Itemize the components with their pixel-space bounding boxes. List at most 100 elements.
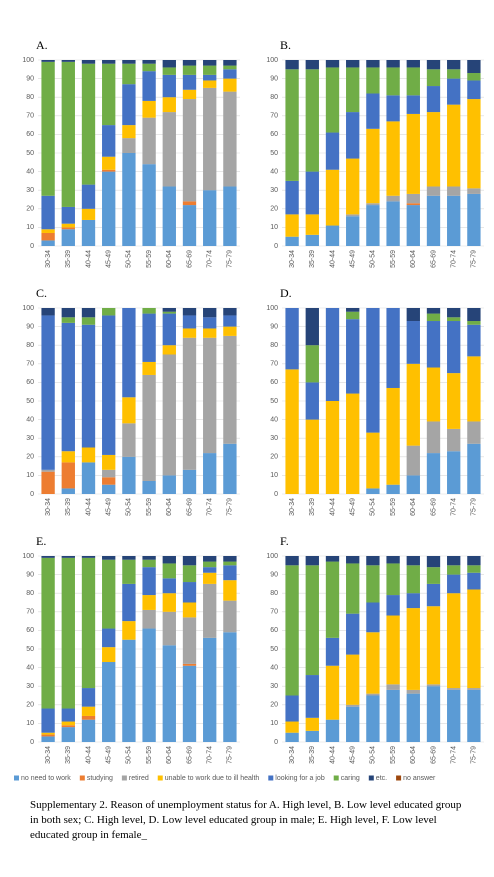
bar-segment: [426, 684, 441, 687]
y-tick-label: 60: [270, 627, 278, 634]
y-tick-label: 40: [270, 664, 278, 671]
bar-segment: [467, 308, 481, 322]
x-tick-label: 65-69: [430, 250, 437, 268]
bar-segment: [102, 647, 116, 663]
bar-segment: [203, 583, 217, 638]
y-tick-label: 0: [30, 243, 34, 250]
bar-segment: [122, 456, 136, 494]
bar-segment: [366, 693, 380, 696]
y-tick-label: 60: [270, 131, 278, 138]
bar-segment: [223, 632, 237, 742]
bar-segment: [285, 308, 299, 370]
bar-segment: [386, 121, 400, 196]
bar-segment: [203, 190, 217, 246]
bar-segment: [142, 100, 156, 118]
bar-segment: [102, 469, 116, 478]
bar-segment: [142, 559, 156, 568]
bar-segment: [467, 356, 481, 422]
bar-segment: [102, 156, 116, 170]
bar-segment: [426, 86, 441, 113]
bar-segment: [325, 637, 340, 666]
bar-segment: [223, 443, 237, 494]
bar-segment: [142, 117, 156, 165]
bar-segment: [346, 67, 360, 113]
bar-segment: [162, 112, 176, 187]
bar-segment: [467, 589, 481, 689]
y-tick-label: 90: [270, 75, 278, 82]
x-tick-label: 30-34: [289, 250, 296, 268]
bar-segment: [426, 421, 441, 454]
bar-segment: [102, 60, 116, 64]
bar-segment: [102, 628, 116, 648]
bar-segment: [102, 477, 116, 485]
bar-segment: [182, 308, 197, 316]
bar-segment: [41, 469, 55, 472]
y-tick-label: 10: [270, 224, 278, 231]
bar-segment: [81, 308, 96, 318]
bar-segment: [346, 60, 360, 68]
bar-segment: [102, 484, 116, 494]
bar-segment: [203, 308, 217, 318]
bar-segment: [142, 308, 156, 314]
bar-segment: [182, 602, 197, 618]
bar-segment: [325, 169, 340, 226]
bar-segment: [162, 475, 176, 494]
y-tick-label: 50: [26, 398, 34, 405]
x-tick-label: 30-34: [45, 498, 52, 516]
bar-segment: [61, 206, 75, 224]
bar-segment: [102, 662, 116, 742]
bar-segment: [142, 164, 156, 246]
bar-segment: [386, 201, 400, 246]
bar-segment: [81, 208, 96, 220]
bar-segment: [81, 719, 96, 742]
bar-segment: [305, 308, 319, 346]
bar-segment: [406, 565, 420, 594]
x-tick-label: 35-39: [65, 498, 72, 516]
bar-segment: [122, 153, 136, 246]
bar-segment: [426, 69, 441, 87]
legend-swatch: [157, 775, 163, 781]
bar-segment: [61, 488, 75, 494]
x-tick-label: 35-39: [65, 250, 72, 268]
bar-segment: [162, 556, 176, 564]
bar-segment: [122, 423, 136, 457]
bar-segment: [203, 572, 217, 584]
bar-segment: [182, 201, 197, 206]
y-tick-label: 10: [26, 472, 34, 479]
bar-segment: [406, 60, 420, 68]
x-tick-label: 75-79: [471, 250, 478, 268]
bar-segment: [223, 580, 237, 601]
x-tick-label: 60-64: [166, 746, 173, 764]
bar-segment: [41, 60, 55, 62]
bar-segment: [325, 308, 340, 401]
y-tick-label: 30: [270, 435, 278, 442]
bar-segment: [41, 708, 55, 733]
caption: Supplementary 2. Reason of unemployment …: [30, 799, 462, 841]
bar-segment: [182, 328, 197, 338]
bar-segment: [223, 69, 237, 79]
bar-segment: [61, 462, 75, 489]
bar-segment: [61, 61, 75, 207]
bar-segment: [223, 335, 237, 444]
bar-segment: [162, 354, 176, 476]
bar-segment: [447, 60, 461, 70]
bar-segment: [102, 169, 116, 172]
bar-segment: [102, 308, 116, 316]
bar-segment: [426, 195, 441, 246]
legend-label: no need to work: [21, 775, 71, 782]
bar-segment: [223, 600, 237, 633]
bar-segment: [426, 321, 441, 368]
bar-segment: [366, 205, 380, 246]
bar-segment: [142, 313, 156, 362]
y-tick-label: 80: [270, 94, 278, 101]
bar-segment: [162, 186, 176, 246]
bar-segment: [305, 345, 319, 383]
y-tick-label: 60: [26, 131, 34, 138]
bar-segment: [203, 556, 217, 562]
bar-segment: [81, 447, 96, 463]
x-tick-label: 35-39: [309, 498, 316, 516]
bar-segment: [81, 462, 96, 494]
bar-segment: [162, 593, 176, 612]
bar-segment: [386, 689, 400, 742]
bar-segment: [426, 367, 441, 422]
